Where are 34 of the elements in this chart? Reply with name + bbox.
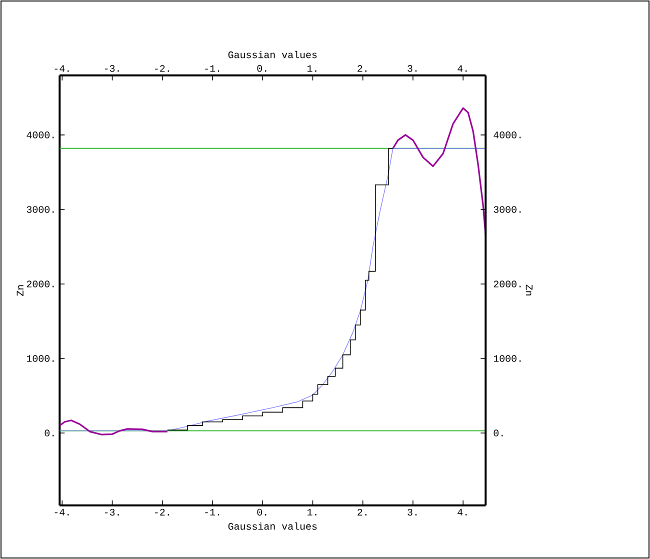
y2-tick-label: 0. xyxy=(494,430,503,436)
y2-tick-label: 2000. xyxy=(494,280,521,288)
x-tick-label: -3. xyxy=(104,508,119,516)
x2-tick-label: 4. xyxy=(458,65,467,72)
x-tick-label: 4. xyxy=(458,508,467,516)
y2-tick-label: 1000. xyxy=(494,355,521,362)
y-tick-label: 1000. xyxy=(26,355,54,362)
x-tick-label: 2. xyxy=(358,508,366,516)
y2-tick-label: 4000. xyxy=(494,132,521,138)
x-tick-label: -1. xyxy=(205,508,220,516)
x2-axis-title: Gaussian values xyxy=(228,50,317,58)
y-tick-label: 0. xyxy=(44,430,54,436)
x2-tick-label: -1. xyxy=(205,65,220,72)
x2-tick-label: 0. xyxy=(257,65,266,72)
x2-tick-label: -4. xyxy=(54,65,69,72)
y-axis-title: Zn xyxy=(16,285,24,296)
x2-tick-label: 3. xyxy=(408,65,417,72)
y-tick-label: 4000. xyxy=(26,132,54,138)
y2-tick-label: 3000. xyxy=(494,206,521,213)
x2-tick-label: -3. xyxy=(104,65,119,72)
x2-tick-label: 2. xyxy=(358,65,366,72)
y2-axis-title: Zn xyxy=(526,284,532,296)
x-axis-title: Gaussian values xyxy=(228,522,317,530)
x2-tick-label: -2. xyxy=(155,65,169,72)
x-tick-label: 3. xyxy=(408,508,417,516)
line-series xyxy=(60,420,168,436)
x2-tick-label: 1. xyxy=(307,65,316,72)
y-tick-label: 2000. xyxy=(26,280,54,288)
x-tick-label: 1. xyxy=(307,508,316,516)
x-tick-label: -4. xyxy=(54,508,69,516)
x-tick-label: -2. xyxy=(155,508,169,516)
line-series xyxy=(60,148,486,432)
x-tick-label: 0. xyxy=(257,508,266,516)
y-tick-label: 3000. xyxy=(26,206,54,213)
